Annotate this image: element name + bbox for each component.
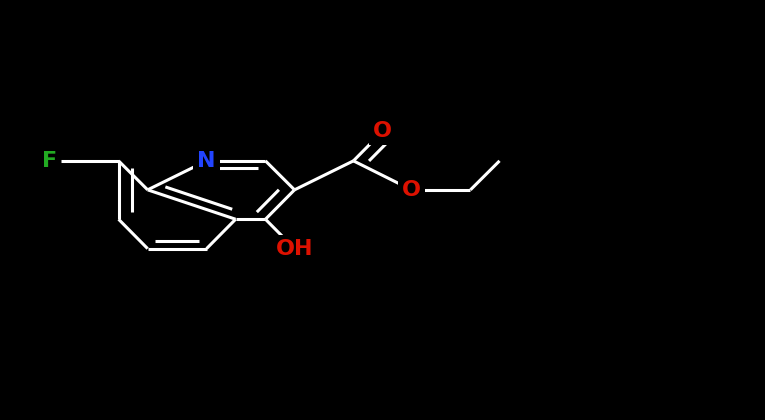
Text: N: N bbox=[197, 151, 216, 171]
Text: O: O bbox=[373, 121, 392, 142]
Text: OH: OH bbox=[275, 239, 314, 259]
Text: F: F bbox=[42, 151, 57, 171]
Text: O: O bbox=[402, 180, 421, 200]
